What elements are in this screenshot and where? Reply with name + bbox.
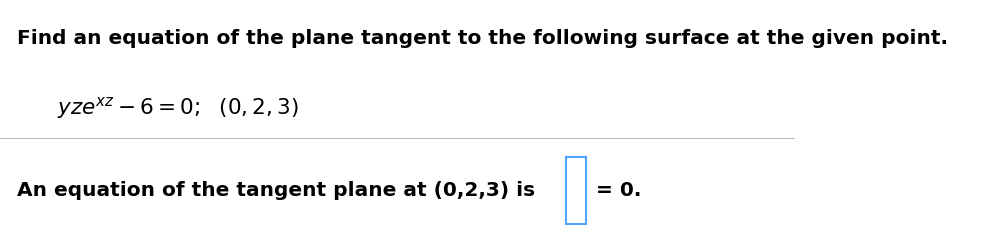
Text: Find an equation of the plane tangent to the following surface at the given poin: Find an equation of the plane tangent to…: [18, 29, 949, 48]
Text: = 0.: = 0.: [588, 181, 641, 200]
FancyBboxPatch shape: [567, 157, 586, 224]
Text: $yze^{xz}-6=0;\ \ (0,2,3)$: $yze^{xz}-6=0;\ \ (0,2,3)$: [57, 95, 299, 121]
Text: An equation of the tangent plane at (0,2,3) is: An equation of the tangent plane at (0,2…: [18, 181, 543, 200]
